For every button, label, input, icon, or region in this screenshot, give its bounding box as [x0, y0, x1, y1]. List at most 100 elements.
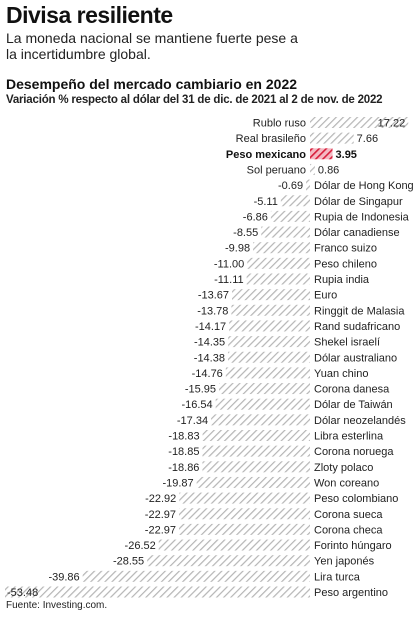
category-label-27: Forinto húngaro	[314, 540, 392, 552]
bar-21	[202, 445, 310, 457]
value-label-22: -18.86	[168, 462, 199, 474]
category-label-0: Rublo ruso	[253, 118, 306, 130]
category-label-17: Corona danesa	[314, 384, 390, 396]
category-label-25: Corona sueca	[314, 509, 383, 521]
category-label-9: Peso chileno	[314, 258, 377, 270]
bar-7	[261, 226, 310, 238]
category-label-16: Yuan chino	[314, 368, 368, 380]
value-label-17: -15.95	[185, 384, 216, 396]
category-label-30: Peso argentino	[314, 587, 388, 599]
category-label-14: Shekel israelí	[314, 337, 380, 349]
category-label-8: Franco suizo	[314, 243, 377, 255]
category-label-3: Sol peruano	[247, 164, 306, 176]
value-label-4: -0.69	[278, 180, 303, 192]
value-label-1: 7.66	[357, 133, 378, 145]
category-label-24: Peso colombiano	[314, 493, 398, 505]
bar-4	[306, 179, 310, 191]
value-label-0: 17.22	[378, 118, 406, 130]
category-label-1: Real brasileño	[236, 133, 306, 145]
category-label-23: Won coreano	[314, 477, 379, 489]
value-label-20: -18.83	[168, 431, 199, 443]
bar-14	[228, 336, 310, 348]
value-label-13: -14.17	[195, 321, 226, 333]
category-label-13: Rand sudafricano	[314, 321, 400, 333]
bar-1	[310, 132, 354, 144]
headline-subtitle: La moneda nacional se mantiene fuerte pe…	[6, 30, 298, 62]
category-label-28: Yen japonés	[314, 556, 375, 568]
category-label-7: Dólar canadiense	[314, 227, 400, 239]
category-label-2: Peso mexicano	[226, 149, 306, 161]
bar-28	[147, 555, 310, 567]
value-label-14: -14.35	[194, 337, 225, 349]
category-label-10: Rupia india	[314, 274, 370, 286]
bar-0	[310, 117, 409, 128]
value-label-15: -14.38	[194, 352, 225, 364]
bar-23	[196, 476, 310, 488]
category-label-22: Zloty polaco	[314, 462, 373, 474]
bar-24	[179, 492, 310, 504]
value-label-3: 0.86	[318, 164, 339, 176]
value-label-28: -28.55	[113, 556, 144, 568]
value-label-6: -6.86	[243, 211, 268, 223]
value-label-24: -22.92	[145, 493, 176, 505]
bar-16	[225, 367, 310, 379]
value-label-11: -13.67	[198, 290, 229, 302]
value-label-30: -53.48	[7, 587, 38, 599]
value-label-21: -18.85	[168, 446, 199, 458]
bar-3	[310, 163, 315, 175]
bar-10	[246, 273, 310, 285]
bar-20	[202, 430, 310, 441]
category-label-19: Dólar neozelandés	[314, 415, 406, 427]
value-label-23: -19.87	[162, 477, 193, 489]
bars-layer: Rublo ruso 17.22 Real brasileño 7.66 Peso me…	[5, 117, 414, 599]
value-label-16: -14.76	[192, 368, 223, 380]
value-label-12: -13.78	[197, 305, 228, 317]
bar-6	[270, 210, 310, 222]
category-label-4: Dólar de Hong Kong	[314, 180, 414, 192]
bar-22	[202, 461, 310, 473]
bar-26	[179, 523, 310, 535]
chart-subtitle: Variación % respecto al dólar del 31 de …	[6, 94, 383, 106]
bar-17	[219, 383, 310, 395]
bar-15	[227, 351, 310, 363]
value-label-27: -26.52	[125, 540, 156, 552]
value-label-5: -5.11	[254, 196, 278, 208]
bar-12	[231, 304, 310, 316]
category-label-26: Corona checa	[314, 524, 383, 536]
category-label-6: Rupia de Indonesia	[314, 211, 410, 223]
value-label-7: -8.55	[233, 227, 258, 239]
bar-13	[229, 320, 310, 332]
value-label-2: 3.95	[336, 149, 357, 161]
value-label-19: -17.34	[177, 415, 208, 427]
value-label-10: -11.11	[214, 274, 244, 286]
headline: Divisa resiliente	[6, 2, 173, 28]
category-label-18: Dólar de Taiwán	[314, 399, 393, 411]
bar-29	[82, 570, 310, 582]
bar-19	[211, 414, 310, 426]
category-label-15: Dólar australiano	[314, 352, 397, 364]
value-label-29: -39.86	[48, 571, 79, 583]
value-label-9: -11.00	[214, 258, 244, 270]
category-label-20: Libra esterlina	[314, 431, 384, 443]
bar-8	[253, 242, 310, 254]
category-label-12: Ringgit de Malasia	[314, 305, 405, 317]
bar-25	[179, 508, 310, 520]
chart-title: Desempeño del mercado cambiario en 2022	[6, 76, 298, 92]
category-label-11: Euro	[314, 290, 337, 302]
category-label-5: Dólar de Singapur	[314, 196, 403, 208]
bar-2	[310, 148, 333, 160]
bar-11	[232, 289, 310, 301]
category-label-29: Lira turca	[314, 571, 361, 583]
bar-5	[280, 195, 310, 207]
value-label-25: -22.97	[145, 509, 176, 521]
bar-27	[158, 539, 310, 551]
bar-9	[247, 257, 310, 269]
value-label-18: -16.54	[181, 399, 212, 411]
source-note: Fuente: Investing.com.	[6, 600, 108, 611]
bar-30	[5, 586, 310, 598]
bar-18	[215, 398, 310, 410]
value-label-8: -9.98	[225, 243, 250, 255]
value-label-26: -22.97	[145, 524, 176, 536]
category-label-21: Corona noruega	[314, 446, 394, 458]
